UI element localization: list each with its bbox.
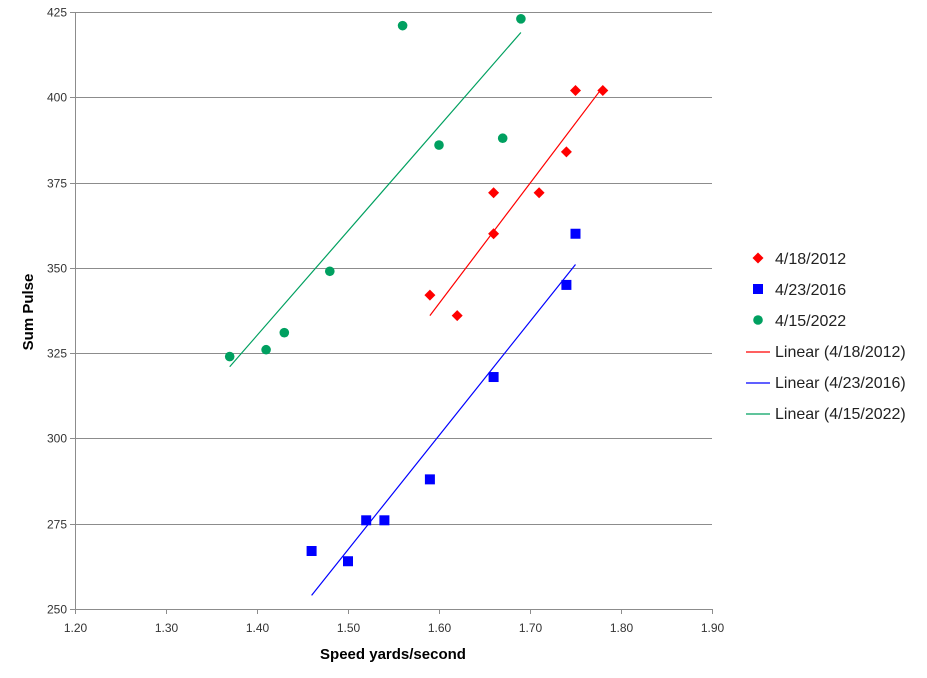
y-tick-label: 425 (47, 6, 67, 20)
y-tick-label: 275 (47, 518, 67, 532)
x-tick-label: 1.60 (428, 621, 452, 635)
data-point-series-1 (488, 187, 500, 199)
trendline-2 (311, 264, 576, 596)
legend-label: Linear (4/18/2012) (775, 344, 906, 361)
data-point-series-3 (325, 266, 335, 277)
data-point-series-2 (561, 279, 572, 290)
data-point-series-3 (224, 351, 235, 362)
data-point-series-1 (570, 84, 581, 96)
data-point-series-1 (533, 187, 545, 199)
data-point-series-2 (306, 546, 317, 557)
axes: 250 275 300 325 350 375 400 425 1.20 1.30 1.40 1.50… (47, 6, 725, 636)
data-point-series-2 (379, 515, 390, 526)
gridlines (75, 12, 712, 525)
trendline-3 (229, 32, 522, 368)
y-axis-title: Sum Pulse (20, 274, 37, 351)
x-tick-label: 1.80 (610, 621, 634, 635)
data-point-series-1 (560, 146, 572, 158)
data-point-series-3 (497, 133, 508, 144)
y-tick-label: 375 (47, 177, 67, 191)
data-point-series-3 (434, 140, 444, 150)
data-point-series-2 (570, 228, 581, 239)
legend-label: Linear (4/15/2022) (775, 406, 906, 423)
legend-marker-3 (753, 315, 763, 325)
data-point-series-3 (279, 327, 290, 338)
data-point-series-2 (361, 515, 372, 526)
trendlines (229, 32, 604, 596)
legend: 4/18/2012 4/23/2016 4/15/2022 Linear (4/18/… (746, 251, 906, 423)
x-axis-title: Speed yards/second (320, 646, 466, 663)
data-point-series-3 (261, 344, 271, 355)
legend-label: 4/15/2022 (775, 313, 846, 330)
x-tick-label: 1.40 (246, 621, 270, 635)
data-point-series-3 (516, 14, 526, 24)
y-tick-label: 325 (47, 347, 67, 361)
trendline-1 (429, 86, 604, 316)
x-tick-label: 1.50 (337, 621, 361, 635)
data-point-series-1 (424, 289, 436, 301)
x-tick-label: 1.70 (519, 621, 543, 635)
data-point-series-1 (488, 228, 500, 240)
x-tick-label: 1.90 (701, 621, 725, 635)
legend-marker-1 (752, 252, 764, 264)
legend-label: Linear (4/23/2016) (775, 375, 906, 392)
y-tick-label: 400 (47, 91, 67, 105)
x-tick-label: 1.20 (64, 621, 88, 635)
legend-label: 4/23/2016 (775, 282, 846, 299)
y-tick-label: 300 (47, 432, 67, 446)
x-tick-label: 1.30 (155, 621, 179, 635)
y-tick-label: 250 (47, 603, 67, 617)
data-points (224, 14, 609, 567)
y-tick-label: 350 (47, 262, 67, 276)
data-point-series-1 (597, 84, 609, 96)
data-point-series-2 (343, 556, 353, 567)
data-point-series-3 (397, 20, 408, 31)
legend-label: 4/18/2012 (775, 251, 846, 268)
data-point-series-1 (451, 310, 463, 322)
data-point-series-2 (424, 474, 435, 485)
data-point-series-2 (488, 372, 499, 383)
legend-marker-2 (753, 284, 763, 294)
